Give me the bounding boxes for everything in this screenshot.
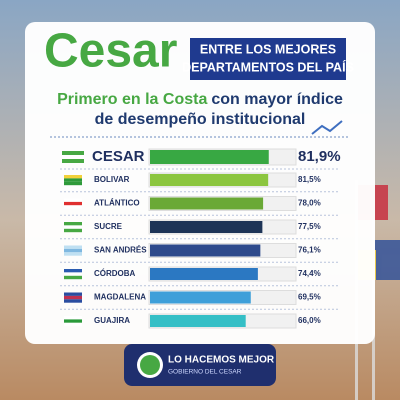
chart: CESAR 81,9% BOLIVAR 81,5% ATLÁNTICO 78,0% SUCR… bbox=[60, 148, 341, 329]
flag bbox=[64, 228, 82, 233]
bar bbox=[150, 244, 261, 257]
category-label: MAGDALENA bbox=[94, 293, 146, 302]
flag bbox=[64, 198, 82, 202]
banner bbox=[190, 38, 346, 80]
flag bbox=[64, 292, 82, 296]
bar bbox=[150, 150, 269, 164]
subtitle-text: con mayor índice bbox=[211, 91, 343, 108]
flag bbox=[64, 275, 82, 280]
flag bbox=[64, 319, 82, 323]
flag bbox=[64, 272, 82, 276]
category-label: SUCRE bbox=[94, 222, 123, 231]
footer-box bbox=[124, 344, 276, 386]
flag bbox=[64, 175, 82, 179]
banner-line: DEPARTAMENTOS DEL PAÍS bbox=[182, 59, 354, 74]
flag bbox=[64, 316, 82, 320]
flag bbox=[64, 178, 82, 182]
flag bbox=[64, 299, 82, 303]
banner-line: ENTRE LOS MEJORES bbox=[200, 42, 336, 56]
flag bbox=[64, 295, 82, 300]
flag bbox=[64, 245, 82, 249]
logo-inner bbox=[140, 355, 160, 375]
subtitle: Primero en la Costa con mayor índice bbox=[57, 91, 343, 108]
flag bbox=[64, 205, 82, 209]
category-label: CESAR bbox=[92, 148, 145, 165]
category-label: BOLIVAR bbox=[94, 175, 130, 184]
flag bbox=[62, 155, 84, 159]
flag bbox=[64, 269, 82, 273]
flag bbox=[64, 201, 82, 206]
value-label: 81,5% bbox=[298, 175, 321, 184]
value-label: 78,0% bbox=[298, 199, 321, 208]
bar bbox=[150, 315, 246, 327]
subtitle: de desempeño institucional bbox=[95, 111, 306, 128]
flag bbox=[62, 159, 84, 163]
category-label: CÓRDOBA bbox=[94, 269, 136, 278]
category-label: GUAJIRA bbox=[94, 316, 130, 325]
value-label: 74,4% bbox=[298, 269, 321, 278]
value-label: 77,5% bbox=[298, 222, 321, 231]
title: Cesar bbox=[44, 25, 177, 78]
category-label: ATLÁNTICO bbox=[94, 199, 140, 208]
flag bbox=[62, 151, 84, 155]
value-label: 69,5% bbox=[298, 293, 321, 302]
flag bbox=[64, 181, 82, 186]
footer-subtitle: GOBIERNO DEL CESAR bbox=[168, 369, 242, 376]
bar bbox=[150, 221, 263, 233]
value-label: 76,1% bbox=[298, 246, 321, 255]
category-label: SAN ANDRÉS bbox=[94, 246, 147, 255]
flag bbox=[64, 225, 82, 229]
footer-title: LO HACEMOS MEJOR bbox=[168, 355, 275, 366]
value-label: 66,0% bbox=[298, 316, 321, 325]
flag bbox=[64, 252, 82, 256]
bar bbox=[150, 174, 269, 186]
flag bbox=[64, 248, 82, 253]
bar bbox=[150, 291, 251, 304]
bar bbox=[150, 197, 264, 210]
value-label: 81,9% bbox=[298, 148, 341, 165]
bar bbox=[150, 268, 258, 280]
subtitle-highlight: Primero en la Costa bbox=[57, 91, 207, 108]
flag bbox=[64, 222, 82, 226]
flag bbox=[64, 322, 82, 327]
trend-icon bbox=[311, 120, 343, 135]
